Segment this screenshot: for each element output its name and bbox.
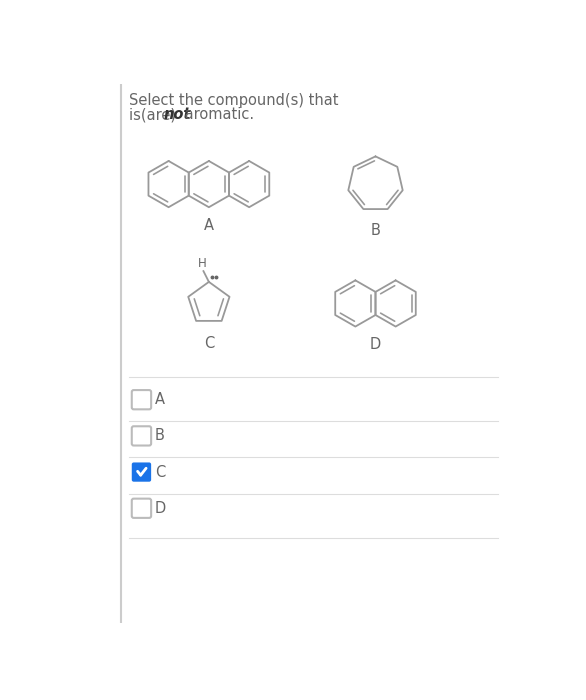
Text: B: B [155,428,165,443]
Text: C: C [204,336,214,351]
FancyBboxPatch shape [132,390,151,410]
Text: Select the compound(s) that: Select the compound(s) that [129,93,339,108]
Text: A: A [155,392,165,407]
Text: D: D [370,337,381,352]
Text: is(are): is(are) [129,107,180,122]
FancyBboxPatch shape [132,498,151,518]
FancyBboxPatch shape [132,426,151,445]
FancyBboxPatch shape [132,463,151,482]
Text: not: not [163,107,190,122]
Text: C: C [155,465,165,480]
Text: D: D [155,500,166,516]
Text: A: A [204,218,214,233]
Text: H: H [198,258,207,270]
Text: B: B [370,223,380,237]
Text: aromatic.: aromatic. [180,107,254,122]
